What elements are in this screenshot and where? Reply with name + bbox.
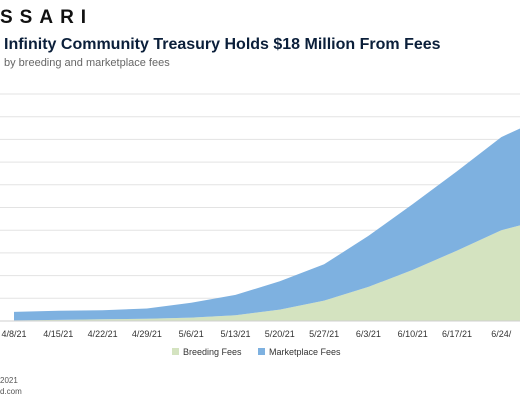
x-tick-label: 5/6/21 [179,329,204,339]
series-area-breeding-fees [14,225,520,321]
area-series [0,128,520,322]
x-tick-label: 6/17/21 [442,329,472,339]
legend-item-breeding-fees-swatch [172,348,179,355]
x-tick-label: 4/29/21 [132,329,162,339]
x-axis-ticks: 4/8/21 4/15/21 4/22/21 4/29/21 5/6/21 5/13/21… [1,329,511,339]
x-tick-label: 6/3/21 [356,329,381,339]
x-tick-label: 6/10/21 [398,329,428,339]
x-tick-label: 5/13/21 [220,329,250,339]
legend-item-breeding-fees-label: Breeding Fees [183,347,242,357]
chart-subtitle: by breeding and marketplace fees [4,57,170,69]
x-tick-label: 5/27/21 [309,329,339,339]
x-tick-label: 4/22/21 [88,329,118,339]
legend-item-marketplace-fees-label: Marketplace Fees [269,347,341,357]
x-tick-label: 4/8/21 [1,329,26,339]
footer-date: 2021 [0,376,18,385]
messari-logo: SSARI [0,7,94,28]
series-area-marketplace-fees [14,128,520,321]
chart-title: Infinity Community Treasury Holds $18 Mi… [4,36,441,53]
chart-legend: Breeding Fees Marketplace Fees [172,347,341,357]
legend-item-marketplace-fees-swatch [258,348,265,355]
x-tick-label: 4/15/21 [43,329,73,339]
x-tick-label: 5/20/21 [265,329,295,339]
x-tick-label: 6/24/ [491,329,512,339]
footer-source: d.com [0,387,22,396]
